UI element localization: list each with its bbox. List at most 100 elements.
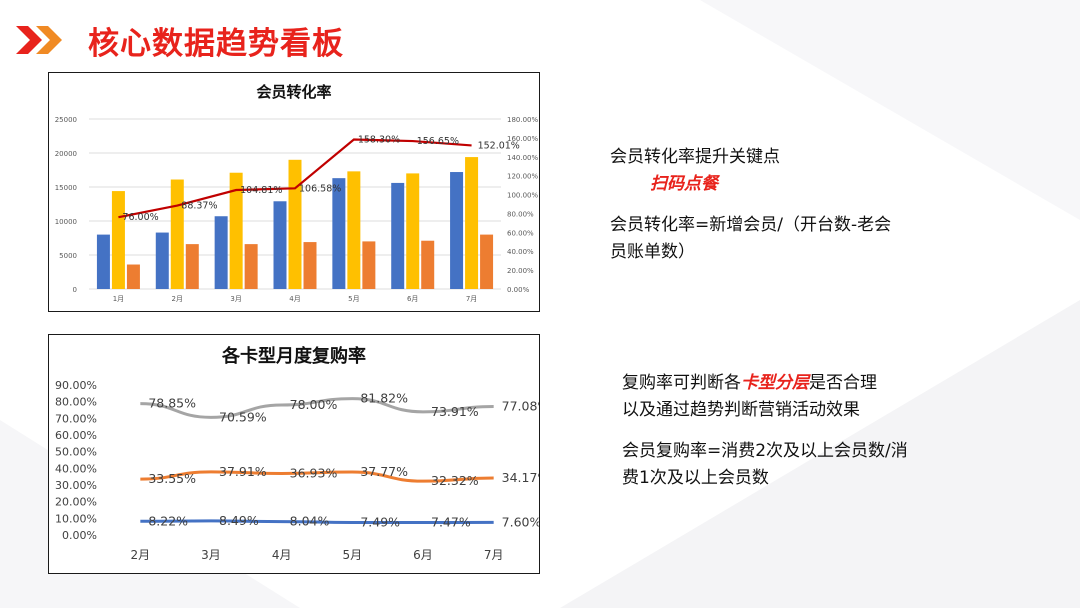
conversion-formula-line2: 员账单数） [610,242,695,262]
y2-tick-label: 180.00% [507,116,538,124]
bar [126,264,140,289]
bar [155,232,169,289]
conversion-note-highlight: 扫码点餐 [650,174,718,194]
y-tick-label: 20.00% [55,496,97,509]
page-title: 核心数据趋势看板 [88,26,344,62]
data-label: 156.65% [417,136,459,147]
series-line [140,519,494,525]
data-label: 7.60% [502,514,539,529]
y2-tick-label: 120.00% [507,173,538,181]
bar [288,159,302,289]
data-label: 8.22% [148,513,188,528]
data-label: 158.30% [358,134,400,145]
x-tick-label: 6月 [413,548,433,562]
bar [406,173,420,289]
bar [111,191,125,289]
x-tick-label: 6月 [407,295,418,303]
data-label: 8.04% [290,514,330,529]
data-label: 37.77% [360,464,408,479]
y2-tick-label: 140.00% [507,154,538,162]
series-line [140,470,494,483]
data-label: 78.85% [148,396,196,411]
repurchase-rate-chart: 各卡型月度复购率 0.00% 10.00% 20.00% 30.00% 40.00% 50.… [55,345,539,562]
y-tick-label: 10.00% [55,512,97,525]
x-tick-label: 5月 [348,295,359,303]
bar [465,157,479,289]
bar [273,201,287,289]
repurchase-rate-chart-panel: 各卡型月度复购率 0.00% 10.00% 20.00% 30.00% 40.00% 50.… [48,334,540,574]
repurchase-note-line1: 复购率可判断各卡型分层是否合理 [622,370,982,397]
bar [391,182,405,289]
repurchase-note-line2: 以及通过趋势判断营销活动效果 [622,400,860,420]
y2-tick-label: 60.00% [507,229,534,237]
data-label: 81.82% [360,391,408,406]
chevron-logo-icon [16,26,62,54]
repurchase-note-highlight: 卡型分层 [741,373,809,393]
bar [96,234,110,289]
repurchase-notes: 复购率可判断各卡型分层是否合理 以及通过趋势判断营销活动效果 会员复购率=消费2… [622,370,982,492]
bar [229,172,243,289]
y-tick-label: 10000 [55,218,77,226]
x-tick-label: 4月 [289,295,300,303]
y-tick-label: 60.00% [55,429,97,442]
x-tick-label: 4月 [272,548,292,562]
bar [214,216,228,289]
data-label: 76.00% [122,212,158,223]
y-tick-label: 30.00% [55,479,97,492]
data-label: 37.91% [219,464,267,479]
x-tick-label: 1月 [113,295,124,303]
bar [421,240,435,289]
data-label: 106.58% [299,183,341,194]
y2-tick-label: 100.00% [507,192,538,200]
y-tick-label: 5000 [59,252,77,260]
bar [244,244,258,289]
conversion-notes: 会员转化率提升关键点 扫码点餐 会员转化率=新增会员/（开台数-老会 员账单数） [610,144,970,266]
x-tick-label: 3月 [201,548,221,562]
data-label: 73.91% [431,404,479,419]
bar [450,172,464,289]
x-tick-label: 7月 [484,548,504,562]
repurchase-note-pre: 复购率可判断各 [622,373,741,393]
y-tick-label: 20000 [55,150,77,158]
conversion-note-heading: 会员转化率提升关键点 [610,147,780,167]
y-tick-label: 90.00% [55,379,97,392]
x-tick-label: 5月 [343,548,363,562]
y2-tick-label: 0.00% [507,286,530,294]
data-label: 36.93% [290,465,338,480]
bar [362,241,376,289]
conversion-rate-chart: 会员转化率 0 5000 10000 15000 20000 25000 0.00% 20.00… [55,83,539,303]
series-line [140,397,494,419]
bar [332,178,346,289]
data-label: 7.49% [360,515,400,530]
chart-title: 各卡型月度复购率 [221,345,366,367]
repurchase-formula-line2: 费1次及以上会员数 [622,468,769,488]
x-tick-label: 2月 [172,295,183,303]
data-label: 88.37% [181,201,217,212]
y-tick-label: 50.00% [55,446,97,459]
y-tick-label: 80.00% [55,396,97,409]
repurchase-note-post: 是否合理 [809,373,877,393]
y2-tick-label: 80.00% [507,210,534,218]
series-line [118,138,472,219]
bar [480,234,494,289]
y-tick-label: 25000 [55,116,77,124]
bar [170,179,184,289]
data-label: 104.81% [240,185,282,196]
x-tick-label: 3月 [230,295,241,303]
data-label: 8.49% [219,513,259,528]
bar [347,171,361,289]
y-tick-label: 40.00% [55,462,97,475]
chart-title: 会员转化率 [256,83,331,101]
y-tick-label: 0.00% [62,529,97,542]
data-label: 77.08% [502,399,539,414]
data-label: 70.59% [219,409,267,424]
y2-tick-label: 40.00% [507,248,534,256]
conversion-formula-line1: 会员转化率=新增会员/（开台数-老会 [610,215,892,235]
repurchase-formula-line1: 会员复购率=消费2次及以上会员数/消 [622,441,908,461]
x-tick-label: 2月 [131,548,151,562]
y-tick-label: 15000 [55,184,77,192]
bar [185,244,199,289]
y2-tick-label: 20.00% [507,267,534,275]
y2-tick-label: 160.00% [507,135,538,143]
y-tick-label: 0 [73,286,77,294]
